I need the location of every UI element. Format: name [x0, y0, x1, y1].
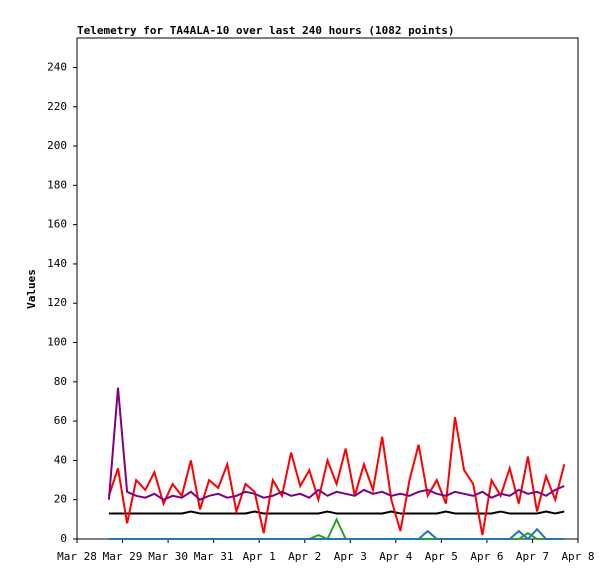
y-axis-label: Values [25, 269, 38, 309]
y-tick-label: 200 [47, 139, 67, 152]
y-tick-label: 120 [47, 296, 67, 309]
x-tick-label: Apr 4 [379, 550, 412, 563]
y-tick-label: 40 [54, 453, 67, 466]
x-tick-label: Apr 7 [516, 550, 549, 563]
y-tick-label: 20 [54, 493, 67, 506]
chart-title: Telemetry for TA4ALA-10 over last 240 ho… [77, 24, 455, 37]
x-tick-label: Mar 30 [148, 550, 188, 563]
y-tick-label: 100 [47, 336, 67, 349]
y-tick-label: 160 [47, 218, 67, 231]
y-tick-label: 60 [54, 414, 67, 427]
x-tick-label: Mar 31 [194, 550, 234, 563]
y-tick-label: 80 [54, 375, 67, 388]
y-tick-label: 220 [47, 100, 67, 113]
x-tick-label: Apr 6 [470, 550, 503, 563]
y-tick-label: 0 [60, 532, 67, 545]
series-line [108, 510, 565, 515]
x-tick-label: Apr 2 [288, 550, 321, 563]
y-tick-label: 140 [47, 257, 67, 270]
y-tick-label: 180 [47, 178, 67, 191]
x-tick-label: Apr 5 [425, 550, 458, 563]
y-tick-label: 240 [47, 60, 67, 73]
x-tick-label: Mar 28 [57, 550, 97, 563]
x-tick-label: Apr 1 [243, 550, 276, 563]
x-tick-label: Apr 8 [561, 550, 594, 563]
x-tick-label: Apr 3 [334, 550, 367, 563]
series-line [107, 387, 565, 501]
x-tick-label: Mar 29 [103, 550, 143, 563]
series-line [107, 417, 566, 536]
series-line [108, 527, 565, 541]
